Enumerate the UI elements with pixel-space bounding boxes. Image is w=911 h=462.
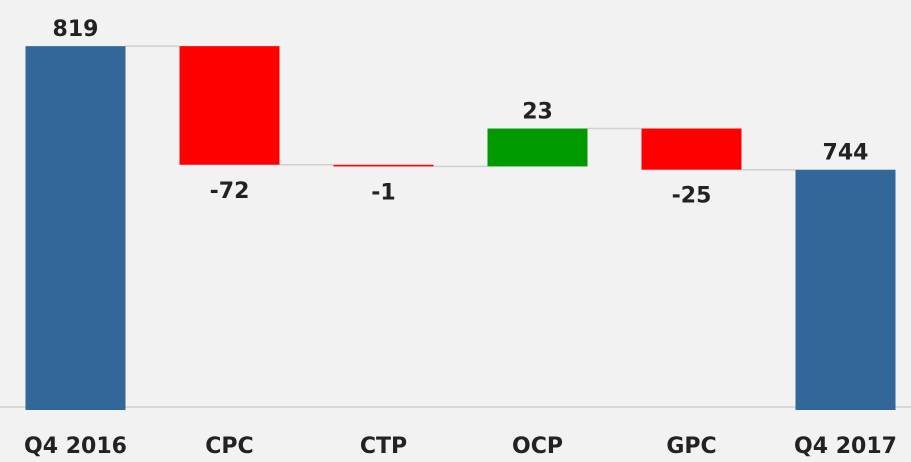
- data-label: 744: [823, 141, 869, 166]
- bar: [487, 128, 588, 167]
- x-tick-label: Q4 2017: [794, 434, 897, 459]
- bar: [795, 169, 896, 410]
- x-tick-label: Q4 2016: [24, 434, 127, 459]
- data-label: -72: [210, 179, 250, 204]
- data-label: 23: [522, 100, 553, 125]
- x-tick-label: CPC: [205, 434, 253, 459]
- bar: [25, 46, 126, 410]
- data-label: 819: [53, 17, 99, 42]
- data-label: -1: [371, 180, 395, 205]
- bar: [333, 164, 434, 167]
- data-label: -25: [672, 184, 712, 209]
- x-tick-label: GPC: [666, 434, 716, 459]
- x-tick-label: OCP: [512, 434, 563, 459]
- bar: [641, 128, 742, 170]
- bar: [179, 46, 280, 165]
- x-tick-label: CTP: [360, 434, 407, 459]
